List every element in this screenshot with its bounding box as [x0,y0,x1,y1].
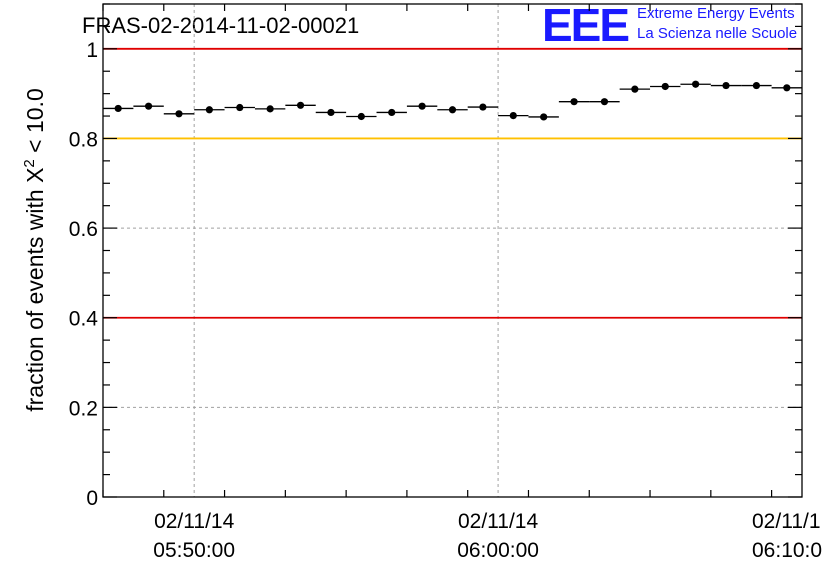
y-axis-label-suffix: < 10.0 [22,88,48,159]
y-axis-label-superscript: 2 [21,159,38,167]
data-point-7 [327,108,335,117]
reference-lines [103,47,802,319]
data-point-14 [540,113,548,121]
data-point-13 [509,111,517,120]
data-point-2 [175,110,183,118]
y-axis-label: fraction of events with X2 < 10.0 [21,88,48,412]
data-point-0 [114,104,122,113]
logo-mark: EEE [542,0,628,51]
gridlines [103,4,802,497]
data-point-8 [357,112,365,121]
plot-frame [102,3,803,498]
data-point-10 [418,102,426,110]
data-point-16 [600,98,609,106]
x-tick-time-0: 05:50:00 [153,539,235,562]
chart-title: FRAS-02-2014-11-02-00021 [82,13,359,38]
x-tick-labels: 02/11/14 05:50:00 02/11/14 06:00:00 02/11/1 0… [153,510,822,562]
data-point-11 [448,106,457,114]
data-point-17 [631,85,639,93]
logo-line-2: La Scienza nelle Scuole [637,25,797,42]
y-tick-label-3: 0.6 [69,218,98,241]
y-tick-label-0: 0 [86,487,98,510]
data-point-22 [783,84,791,92]
y-axis-label-prefix: fraction of events with X [22,168,48,412]
x-tick-date-1: 02/11/14 [458,510,539,533]
y-tick-label-5: 1 [86,39,98,62]
y-tick-labels: 0 0.2 0.4 0.6 0.8 1 [69,39,99,510]
y-tick-label-1: 0.2 [69,397,98,420]
data-point-6 [296,101,305,109]
x-tick-time-1: 06:00:00 [457,539,539,562]
data-point-12 [479,103,487,111]
x-tick-time-2: 06:10:0 [752,539,822,562]
data-point-1 [144,102,153,110]
axis-ticks [102,3,802,498]
eee-logo: EEE Extreme Energy Events La Scienza nel… [542,0,797,51]
y-tick-label-2: 0.4 [69,308,99,331]
y-tick-label-4: 0.8 [69,128,98,151]
data-point-18 [661,82,669,91]
data-point-19 [692,80,700,88]
data-point-3 [205,106,213,114]
logo-line-1: Extreme Energy Events [637,5,795,22]
x-tick-date-2: 02/11/1 [752,510,821,533]
points [103,80,802,121]
data-point-5 [266,105,274,113]
data-point-20 [722,81,730,90]
data-point-9 [388,108,396,117]
data-point-15 [570,98,578,106]
x-tick-date-0: 02/11/14 [154,510,235,533]
data-point-4 [236,103,244,112]
data-point-21 [752,81,761,90]
